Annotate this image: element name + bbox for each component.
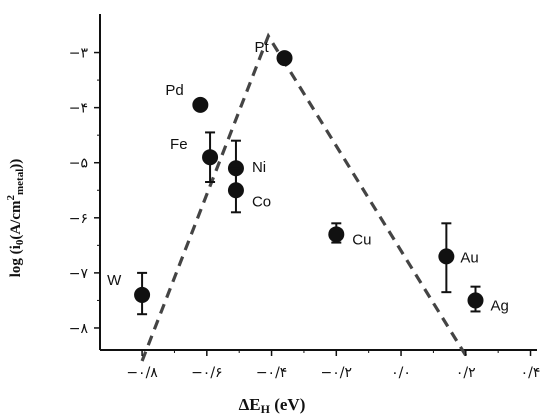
data-point-au — [438, 248, 455, 265]
point-label-pd: Pd — [165, 82, 183, 99]
x-axis-ticks: −۰/۸ −۰/۶ −۰/۴ −۰/۲ ۰/۰ ۰/۲ ۰/۴ — [126, 350, 540, 381]
data-point-pt — [276, 50, 293, 67]
data-point-co — [227, 182, 244, 199]
data-point-cu — [328, 226, 345, 243]
y-tick-label: −۴ — [69, 101, 88, 117]
y-tick-label: −۵ — [69, 156, 88, 172]
point-label-pt: Pt — [255, 39, 270, 56]
point-label-cu: Cu — [352, 231, 371, 248]
data-point-w — [134, 286, 151, 303]
x-tick-label: −۰/۶ — [191, 365, 223, 381]
volcano-dashed-line — [140, 32, 468, 362]
x-tick-label: −۰/۸ — [126, 365, 158, 381]
x-tick-label: −۰/۲ — [321, 365, 353, 381]
y-axis-title: log (i0(A/cm2metal)) — [5, 159, 26, 278]
x-tick-label: ۰/۲ — [456, 365, 476, 381]
y-tick-label: −۶ — [69, 211, 88, 227]
data-points: Pt Pd Fe Ni Co Cu Au Ag W — [107, 39, 509, 316]
x-tick-label: ۰/۰ — [391, 365, 411, 381]
point-label-w: W — [107, 272, 122, 289]
y-tick-label: −۳ — [69, 46, 89, 62]
point-label-fe: Fe — [170, 136, 188, 153]
point-label-ni: Ni — [252, 159, 266, 176]
y-tick-label: −۷ — [69, 266, 89, 282]
data-point-pd — [192, 96, 209, 113]
y-tick-label: −۸ — [69, 321, 89, 337]
data-point-fe — [202, 149, 219, 166]
data-point-ag — [467, 292, 484, 309]
point-label-au: Au — [460, 249, 478, 266]
x-tick-label: ۰/۴ — [521, 365, 541, 381]
volcano-trend-line — [140, 32, 468, 362]
x-axis-title: ΔEH (eV) — [239, 395, 306, 416]
y-axis-ticks: −۳ −۴ −۵ −۶ −۷ −۸ — [69, 46, 100, 337]
x-tick-label: −۰/۴ — [256, 365, 288, 381]
point-label-co: Co — [252, 193, 271, 210]
point-label-ag: Ag — [490, 297, 508, 314]
